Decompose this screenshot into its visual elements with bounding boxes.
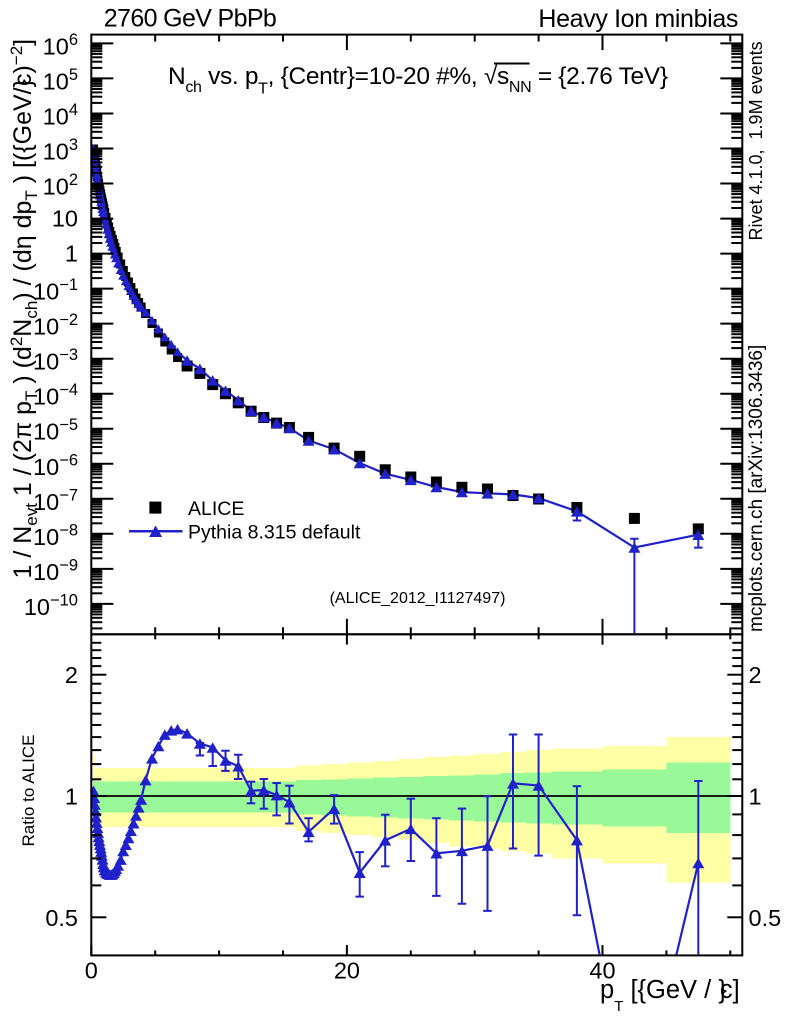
svg-text:Pythia 8.315 default: Pythia 8.315 default — [188, 522, 361, 544]
svg-text:2760 GeV PbPb: 2760 GeV PbPb — [104, 5, 277, 33]
svg-text:10−6: 10−6 — [33, 451, 78, 480]
svg-text:10−10: 10−10 — [24, 591, 78, 620]
svg-text:2: 2 — [65, 662, 78, 688]
svg-text:Ratio to ALICE: Ratio to ALICE — [19, 735, 38, 847]
svg-text:10: 10 — [52, 206, 78, 232]
svg-text:1: 1 — [65, 241, 78, 267]
svg-text:0: 0 — [85, 958, 98, 984]
svg-text:ALICE: ALICE — [188, 498, 244, 520]
svg-text:106: 106 — [43, 31, 78, 60]
svg-text:Nch vs. pT, {Centr}=10-20 #%,: Nch vs. pT, {Centr}=10-20 #%, √sNN = {2.… — [168, 63, 668, 98]
svg-text:0.5: 0.5 — [749, 905, 782, 931]
svg-text:10−1: 10−1 — [33, 276, 78, 305]
svg-text:40: 40 — [589, 958, 615, 984]
svg-text:10−4: 10−4 — [33, 381, 78, 410]
svg-text:1 / Nevt 1 / (2π pT ) (d2Nch): 1 / Nevt 1 / (2π pT ) (d2Nch) / (dη dpT … — [7, 39, 41, 579]
svg-text:Rivet 4.1.0, 1.9M events: Rivet 4.1.0, 1.9M events — [746, 41, 766, 240]
svg-text:104: 104 — [43, 101, 78, 130]
svg-text:Heavy Ion minbias: Heavy Ion minbias — [538, 5, 738, 33]
svg-text:(ALICE_2012_I1127497): (ALICE_2012_I1127497) — [330, 590, 506, 607]
svg-text:pT [{GeV / }c]: pT [{GeV / }c] — [600, 976, 740, 1015]
svg-text:10−8: 10−8 — [33, 521, 78, 550]
svg-text:10−5: 10−5 — [33, 416, 78, 445]
svg-text:2: 2 — [749, 662, 762, 688]
svg-text:105: 105 — [43, 66, 78, 95]
svg-text:102: 102 — [43, 171, 78, 200]
svg-text:0.5: 0.5 — [45, 905, 78, 931]
svg-text:20: 20 — [334, 958, 360, 984]
svg-text:10−3: 10−3 — [33, 346, 78, 375]
svg-text:1: 1 — [65, 784, 78, 810]
svg-text:103: 103 — [43, 136, 78, 165]
svg-text:10−7: 10−7 — [33, 486, 78, 515]
svg-text:mcplots.cern.ch [arXiv:1306.34: mcplots.cern.ch [arXiv:1306.3436] — [746, 345, 767, 632]
svg-text:10−2: 10−2 — [33, 311, 78, 340]
svg-text:1: 1 — [749, 784, 762, 810]
svg-text:10−9: 10−9 — [33, 556, 78, 585]
